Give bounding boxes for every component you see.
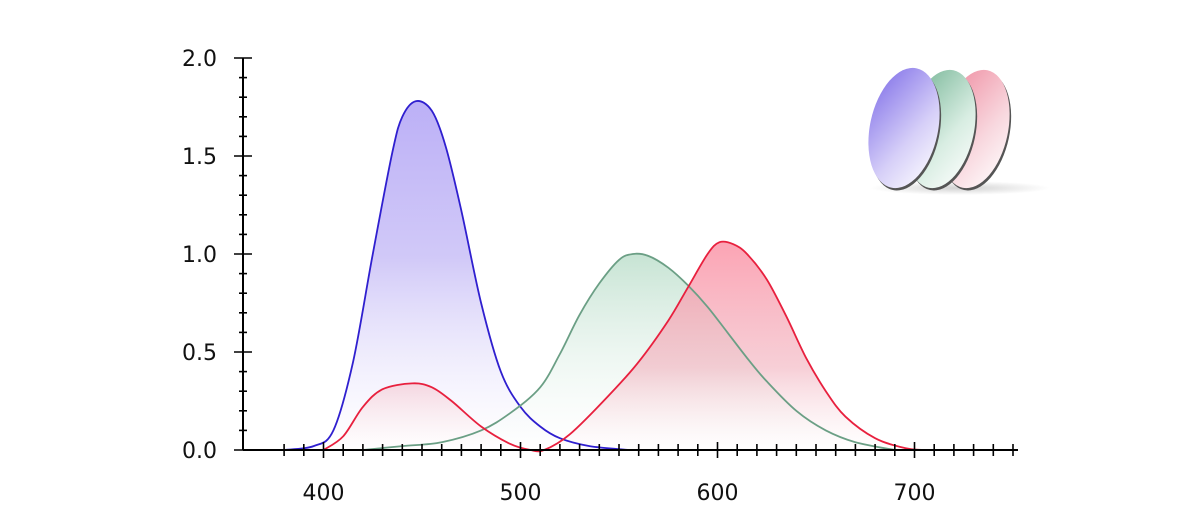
y-tick-label: 0.0 [182, 439, 217, 464]
axes [234, 57, 1018, 458]
series-lines [283, 100, 925, 453]
series-green-line [362, 252, 895, 451]
lens-blue-icon [868, 67, 942, 191]
y-tick-label: 0.5 [182, 341, 217, 366]
y-tick-label: 1.0 [182, 243, 217, 268]
series-blue-line [283, 100, 629, 451]
tick-labels: 0.0 0.5 1.0 1.5 2.0 400 500 600 700 [182, 47, 936, 506]
y-tick-label: 2.0 [182, 47, 217, 72]
x-tick-label: 400 [303, 481, 345, 506]
x-tick-label: 500 [500, 481, 542, 506]
legend-lens-icon [868, 67, 1050, 195]
series-blue-area [284, 100, 629, 451]
y-tick-label: 1.5 [182, 145, 217, 170]
x-tick-label: 600 [697, 481, 739, 506]
series-red-line [322, 240, 925, 453]
x-tick-label: 700 [894, 481, 936, 506]
